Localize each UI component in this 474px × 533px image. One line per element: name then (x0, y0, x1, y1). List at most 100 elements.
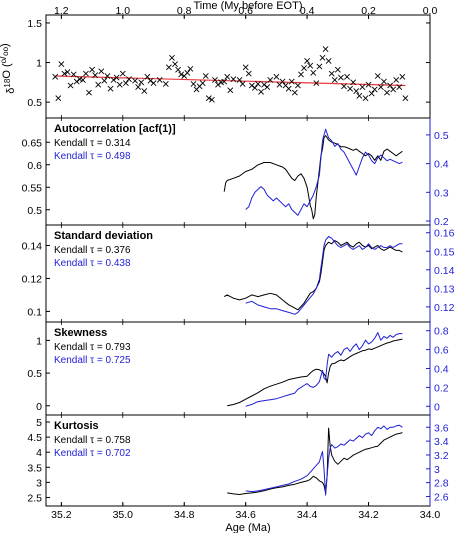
data-point-stroke (264, 84, 271, 91)
data-point (73, 78, 80, 85)
data-point (184, 69, 191, 76)
trend-line (55, 75, 406, 87)
data-point (251, 84, 258, 91)
data-point-stroke (141, 88, 148, 94)
data-point (261, 81, 268, 88)
data-point-stroke (331, 77, 338, 83)
left-y-tick-label: 3 (36, 477, 42, 489)
bottom-tick-label: 34.2 (358, 509, 379, 521)
series-line-black (227, 338, 403, 407)
data-point-stroke (169, 54, 175, 61)
data-point-stroke (70, 71, 77, 78)
data-point-stroke (322, 46, 329, 53)
data-point (202, 73, 209, 79)
data-point-stroke (202, 73, 209, 79)
left-y-tick-label: 0.12 (22, 273, 43, 285)
data-point-stroke (390, 86, 397, 93)
data-point (110, 77, 117, 83)
data-point (215, 81, 221, 88)
data-point-stroke (301, 65, 307, 72)
data-point-stroke (341, 83, 347, 90)
right-y-tick-label: 0.13 (434, 283, 455, 295)
left-y-tick-label: 0.6 (27, 160, 42, 172)
data-point-stroke (337, 74, 344, 81)
right-y-tick-label: 0.8 (434, 326, 449, 338)
panel-kurt (227, 424, 403, 496)
series-line-blue (245, 332, 403, 407)
data-point-stroke (251, 84, 258, 91)
bottom-tick-label: 34.4 (297, 509, 318, 521)
data-point-stroke (95, 81, 102, 88)
top-tick-label: 0.8 (177, 5, 192, 17)
data-point (334, 66, 341, 73)
data-point (393, 77, 400, 83)
data-point-stroke (178, 71, 185, 78)
data-point (359, 84, 366, 91)
top-tick-label: 0.6 (238, 5, 253, 17)
data-point-stroke (215, 81, 221, 88)
data-point-stroke (175, 66, 182, 73)
data-point-stroke (98, 68, 105, 75)
data-point (227, 87, 234, 94)
data-point-stroke (285, 85, 292, 92)
left-y-tick-label: 0.65 (22, 137, 43, 149)
data-point-stroke (393, 77, 400, 83)
data-point (344, 73, 350, 80)
top-tick-label: 0.2 (361, 5, 376, 17)
top-tick-label: 1.0 (115, 5, 130, 17)
data-point (298, 71, 304, 78)
data-point-stroke (212, 77, 218, 83)
data-point (187, 65, 194, 72)
data-point (356, 92, 363, 99)
bottom-tick-label: 35.0 (113, 509, 134, 521)
data-point-stroke (230, 76, 237, 83)
left-y-tick-label: 0.55 (22, 182, 43, 194)
left-y-tick-label: 3.5 (27, 462, 42, 474)
panel-skew (227, 332, 403, 407)
data-point-stroke (307, 62, 314, 69)
data-point (322, 46, 329, 53)
data-point (169, 54, 175, 61)
series-line-black (223, 240, 403, 311)
data-point (377, 84, 384, 91)
data-point (396, 84, 403, 91)
data-point-stroke (344, 73, 350, 80)
data-point-stroke (73, 78, 80, 85)
data-point (70, 71, 77, 78)
data-point-stroke (353, 88, 360, 94)
data-point (245, 70, 252, 77)
data-point (208, 96, 215, 103)
data-point-stroke (221, 78, 228, 85)
data-point-stroke (116, 81, 123, 88)
data-point (255, 80, 261, 87)
data-point (273, 73, 280, 80)
data-point-stroke (92, 72, 99, 79)
data-point-stroke (79, 77, 86, 83)
panel-acf (223, 128, 403, 220)
data-point-stroke (110, 77, 117, 83)
data-point (165, 64, 172, 71)
data-point (337, 74, 344, 81)
left-y-tick-label: 0.14 (22, 240, 43, 252)
data-point-stroke (248, 82, 255, 89)
right-y-tick-label: 0.16 (434, 228, 455, 240)
data-point-stroke (83, 70, 89, 77)
data-point (98, 68, 105, 75)
data-point (258, 88, 264, 95)
data-point (122, 80, 129, 87)
data-point (224, 73, 231, 80)
data-point (307, 62, 314, 69)
data-point (126, 76, 132, 83)
right-y-tick-label: 3 (434, 464, 440, 476)
data-point-stroke (279, 78, 286, 85)
y-tick-label: 1 (36, 58, 42, 70)
data-point-stroke (255, 80, 261, 87)
y-axis-title-part: / (0, 55, 9, 59)
data-point (347, 85, 354, 92)
data-point-stroke (365, 81, 372, 88)
bottom-tick-label: 34.0 (420, 509, 441, 521)
top-tick-label: 1.2 (54, 5, 69, 17)
data-point-stroke (258, 88, 264, 95)
data-point (381, 78, 387, 85)
